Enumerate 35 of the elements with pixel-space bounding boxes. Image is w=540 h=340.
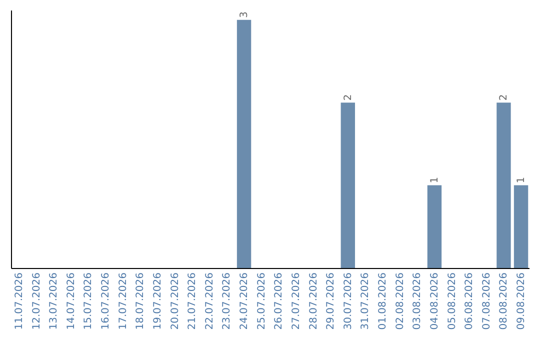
x-tick-label: 23.07.2026 [222, 272, 233, 330]
x-tick-label: 15.07.2026 [83, 272, 94, 330]
x-tick-label: 04.08.2026 [429, 272, 440, 330]
x-tick-label: 30.07.2026 [342, 272, 354, 330]
x-tick-label: 08.08.2026 [498, 272, 510, 330]
x-tick-label: 24.07.2026 [239, 272, 250, 330]
x-tick-label: 22.07.2026 [204, 272, 216, 330]
x-tick-label: 27.07.2026 [290, 272, 302, 330]
x-tick-label: 11.07.2026 [14, 272, 25, 330]
data-label: 2 [342, 94, 354, 101]
data-label: 3 [239, 12, 250, 18]
x-tick-label: 19.07.2026 [152, 272, 164, 330]
x-tick-label: 16.07.2026 [100, 272, 112, 330]
x-tick-label: 18.07.2026 [135, 272, 146, 330]
x-tick-label: 03.08.2026 [412, 272, 424, 330]
x-tick-label: 26.07.2026 [274, 272, 285, 330]
x-tick-label: 14.07.2026 [66, 272, 77, 330]
x-tick-label: 31.07.2026 [360, 272, 372, 330]
x-tick-label: 25.07.2026 [256, 272, 268, 330]
x-tick-label: 17.07.2026 [118, 272, 129, 330]
x-tick-label: 28.07.2026 [308, 272, 320, 330]
x-tick-label: 09.08.2026 [516, 272, 528, 330]
x-tick-label: 07.08.2026 [481, 272, 492, 330]
data-label: 2 [498, 94, 510, 101]
data-label: 1 [429, 176, 440, 184]
data-label: 1 [516, 176, 528, 184]
x-tick-label: 05.08.2026 [446, 272, 458, 330]
x-tick-label: 21.07.2026 [187, 272, 198, 330]
x-tick-label: 20.07.2026 [170, 272, 181, 330]
x-tick-label: 01.08.2026 [378, 272, 389, 330]
x-tick-label: 29.07.2026 [326, 272, 337, 330]
x-tick-label: 13.07.2026 [48, 272, 60, 330]
x-tick-label: 02.08.2026 [394, 272, 406, 330]
x-tick-label: 12.07.2026 [31, 272, 42, 330]
x-tick-label: 06.08.2026 [464, 272, 476, 330]
